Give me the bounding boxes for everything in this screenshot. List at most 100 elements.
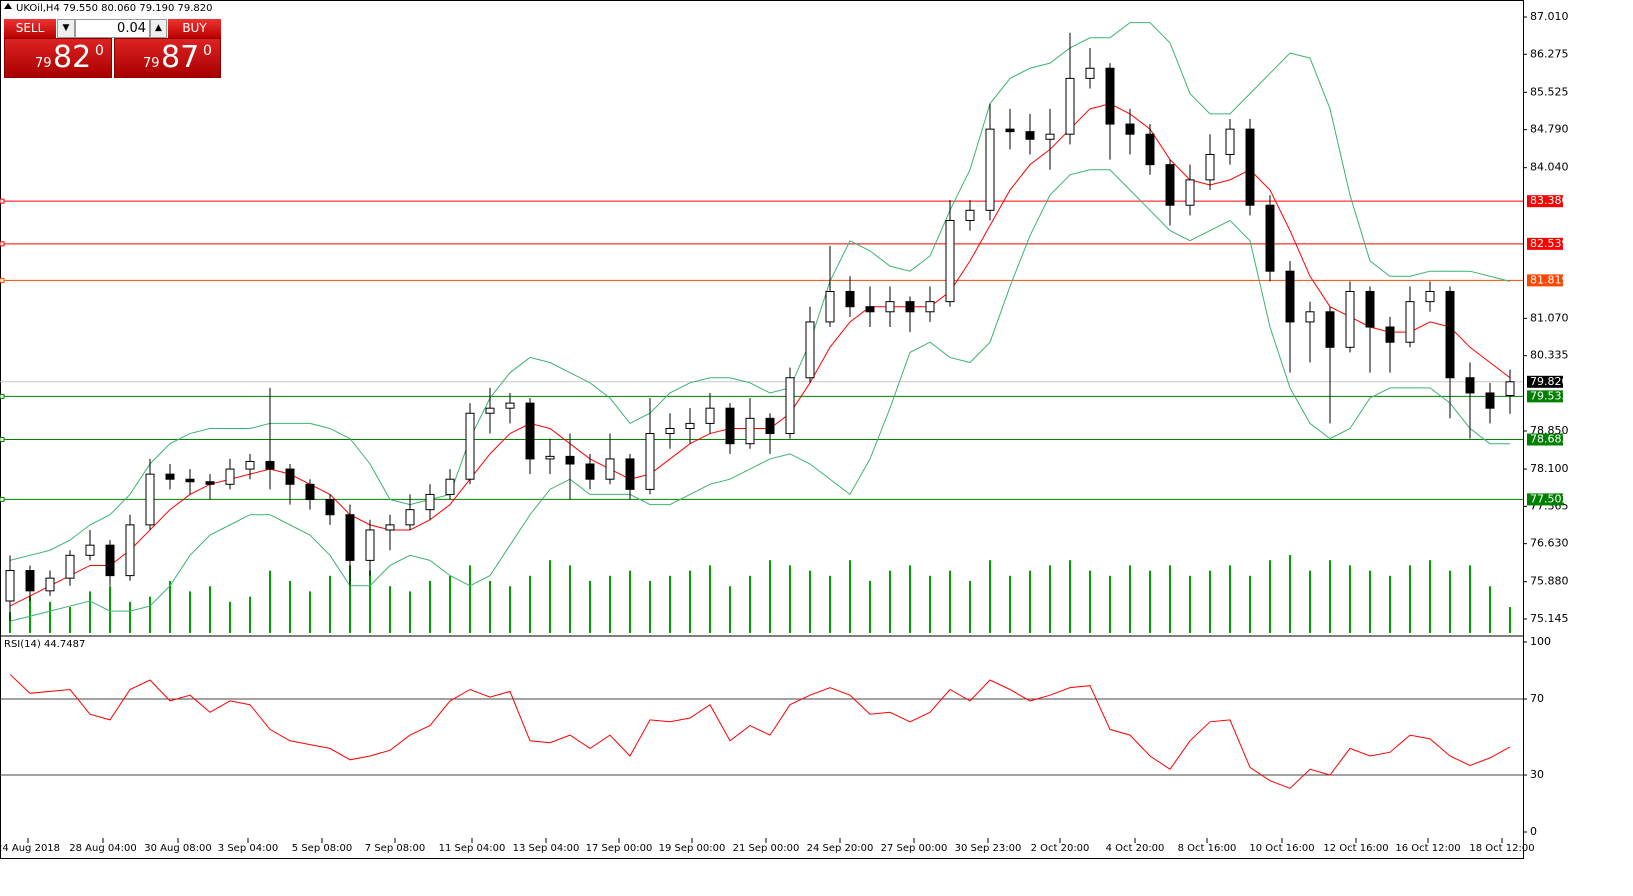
candle-body	[325, 499, 335, 516]
level-marker	[0, 241, 5, 247]
y-tick-label: 75.880	[1530, 575, 1569, 588]
candle-body	[865, 306, 875, 313]
sell-price-prefix: 79	[35, 56, 52, 71]
candle-body	[485, 407, 495, 414]
x-tick-label: 30 Sep 23:00	[955, 843, 1022, 854]
level-label: 77.502	[1530, 492, 1569, 505]
candle-body	[1425, 290, 1435, 303]
candle-body	[725, 407, 735, 445]
candle-body	[1025, 131, 1035, 140]
x-tick-label: 10 Oct 16:00	[1249, 843, 1314, 854]
candle-body	[745, 417, 755, 445]
candle-body	[605, 458, 615, 480]
candle-body	[845, 290, 855, 308]
candle-body	[65, 554, 75, 579]
candle-body	[545, 455, 555, 460]
candle-body	[1065, 77, 1075, 135]
candle-body	[385, 524, 395, 531]
candle-body	[1285, 270, 1295, 323]
level-label-bg	[1527, 274, 1563, 287]
candle-body	[1045, 133, 1055, 140]
x-tick-label: 28 Aug 04:00	[69, 843, 136, 854]
x-tick-label: 8 Oct 16:00	[1178, 843, 1237, 854]
level-label-bg	[1527, 237, 1563, 250]
x-tick-label: 16 Oct 12:00	[1395, 843, 1460, 854]
x-tick-label: 4 Oct 20:00	[1106, 843, 1165, 854]
candle-body	[265, 460, 275, 470]
candle-body	[1365, 290, 1375, 328]
candle-body	[165, 473, 175, 480]
buy-price-prefix: 79	[143, 56, 160, 71]
buy-price-point: 0	[203, 43, 212, 59]
symbol-icon	[4, 3, 12, 9]
candle-body	[5, 570, 15, 602]
sell-price[interactable]: 79 82 0	[4, 38, 112, 78]
level-label: 79.820	[1530, 375, 1569, 388]
candle-body	[125, 524, 135, 577]
level-label: 81.819	[1530, 273, 1569, 286]
candle-body	[85, 544, 95, 556]
candle-body	[805, 321, 815, 379]
x-tick-label: 2 Oct 20:00	[1031, 843, 1090, 854]
y-tick-label: 30	[1530, 768, 1544, 781]
level-label-bg	[1527, 390, 1563, 403]
x-tick-label: 5 Sep 08:00	[292, 843, 352, 854]
x-tick-label: 30 Aug 08:00	[144, 843, 211, 854]
candle-body	[1245, 128, 1255, 206]
candle-body	[45, 577, 55, 592]
sell-button[interactable]: SELL	[4, 19, 56, 38]
candle-body	[1465, 377, 1475, 394]
candle-body	[1225, 128, 1235, 155]
level-label: 83.380	[1530, 194, 1569, 207]
y-tick-label: 100	[1530, 635, 1551, 648]
candle-body	[985, 128, 995, 211]
lot-decrease[interactable]: ▼	[57, 19, 75, 38]
candle-body	[1505, 381, 1515, 396]
level-marker	[0, 496, 5, 502]
x-tick-label: 11 Sep 04:00	[439, 843, 506, 854]
chart-title: UKOil,H4 79.550 80.060 79.190 79.820	[16, 3, 213, 14]
level-label-bg	[1527, 375, 1563, 388]
x-tick-label: 24 Aug 2018	[0, 843, 60, 854]
candle-body	[205, 481, 215, 485]
y-tick-label: 70	[1530, 692, 1544, 705]
buy-price-main: 87	[161, 40, 200, 75]
candle-body	[1185, 179, 1195, 206]
candle-body	[585, 463, 595, 480]
x-tick-label: 27 Sep 00:00	[881, 843, 948, 854]
candle-body	[525, 402, 535, 460]
sell-price-point: 0	[95, 43, 104, 59]
candle-body	[705, 407, 715, 424]
sell-price-main: 82	[53, 40, 92, 75]
level-label-bg	[1527, 433, 1563, 446]
candle-body	[445, 478, 455, 495]
level-label-bg	[1527, 195, 1563, 208]
candle-body	[925, 301, 935, 313]
lot-input[interactable]: 0.04	[75, 19, 150, 38]
candle-body	[1005, 128, 1015, 133]
candle-body	[1165, 164, 1175, 206]
candle-body	[505, 402, 515, 409]
y-tick-label: 81.070	[1530, 311, 1569, 324]
candle-body	[1265, 204, 1275, 272]
level-label-bg	[1527, 493, 1563, 506]
candle-body	[465, 412, 475, 480]
buy-button[interactable]: BUY	[168, 19, 221, 38]
level-label: 78.683	[1530, 432, 1569, 445]
lot-increase[interactable]: ▲	[150, 19, 167, 38]
candle-body	[1405, 301, 1415, 343]
chart-frame	[0, 0, 1524, 859]
candle-body	[825, 290, 835, 323]
candle-body	[345, 514, 355, 561]
candle-body	[945, 219, 955, 303]
candle-body	[625, 458, 635, 490]
y-tick-label: 86.275	[1530, 47, 1569, 60]
y-tick-label: 85.525	[1530, 85, 1569, 98]
buy-price[interactable]: 79 87 0	[114, 38, 221, 78]
level-marker	[0, 393, 5, 399]
candle-body	[1125, 123, 1135, 135]
candle-body	[225, 468, 235, 485]
candle-body	[665, 427, 675, 435]
